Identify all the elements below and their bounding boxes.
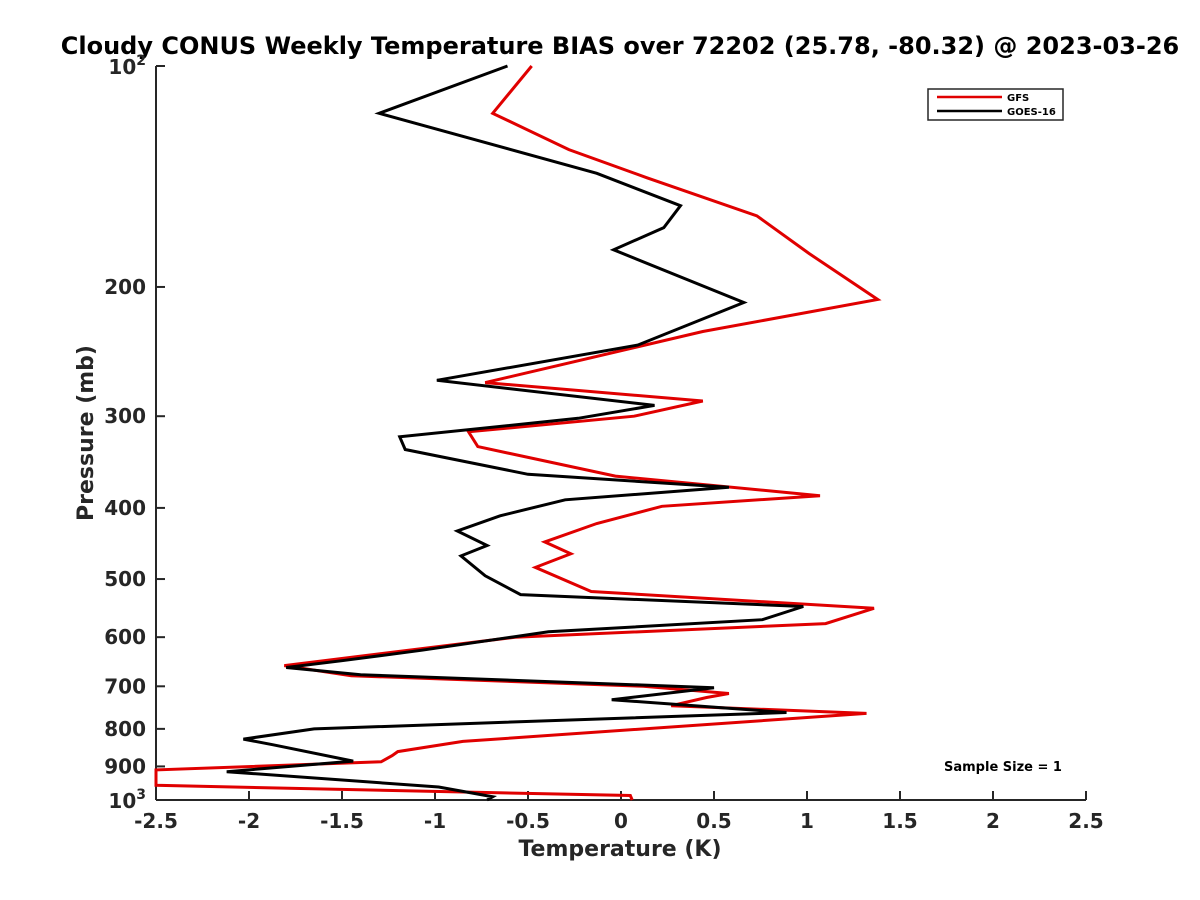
y-axis-title: Pressure (mb) [74,345,99,521]
x-tick-label: 2.5 [1068,809,1103,833]
x-tick-label: -0.5 [506,809,550,833]
y-tick-label: 300 [104,404,146,428]
legend-label-gfs: GFS [1007,93,1029,104]
x-tick-label: 0.5 [696,809,731,833]
x-tick-label: 0 [614,809,628,833]
legend-label-goes16: GOES-16 [1007,107,1056,118]
y-tick-exponent: 2 [136,53,146,69]
y-tick-label: 900 [104,754,146,778]
y-tick-label: 600 [104,625,146,649]
x-tick-label: -2.5 [134,809,178,833]
series-line-goes16 [226,64,804,802]
x-tick-label: 1 [800,809,814,833]
y-tick-label-power: 103 [108,787,146,813]
y-tick-base: 10 [108,789,136,813]
chart-title: Cloudy CONUS Weekly Temperature BIAS ove… [61,32,1179,60]
y-tick-label: 500 [104,567,146,591]
y-tick-exponent: 3 [136,787,146,803]
x-axis-title: Temperature (K) [518,837,721,862]
legend-box [927,88,1064,121]
sample-size-annotation: Sample Size = 1 [944,760,1062,775]
y-tick-label-power: 102 [108,53,146,79]
y-tick-label: 700 [104,674,146,698]
series-layer [154,64,882,802]
x-axis: -2.5 -2 -1.5 -1 -0.5 0 0.5 1 1.5 2 2.5 [134,791,1104,833]
y-tick-label: 200 [104,275,146,299]
x-tick-label: 2 [986,809,1000,833]
legend: GFS GOES-16 [927,88,1064,121]
series-line-gfs [154,65,882,801]
y-tick-label: 800 [104,717,146,741]
x-tick-label: -1 [424,809,446,833]
y-tick-label: 400 [104,496,146,520]
x-tick-label: 1.5 [882,809,917,833]
x-tick-label: -1.5 [320,809,364,833]
x-tick-label: -2 [238,809,260,833]
y-tick-base: 10 [108,55,136,79]
